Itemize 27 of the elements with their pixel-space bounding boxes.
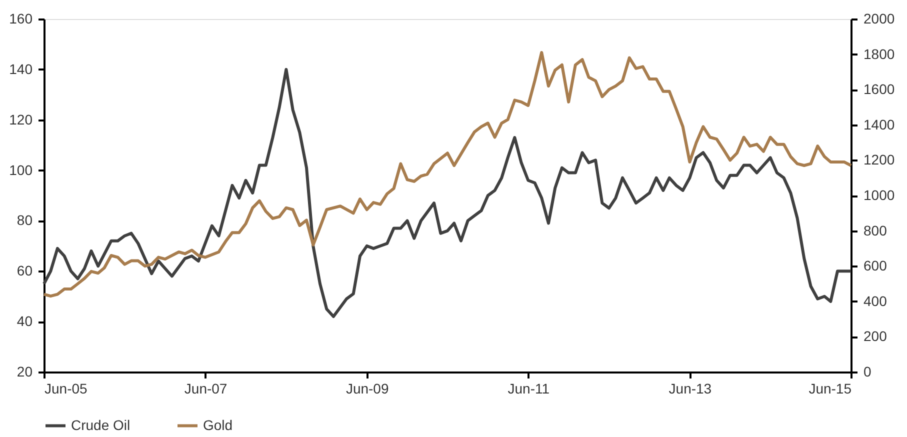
- y2-tick-label: 1000: [864, 187, 895, 203]
- y-tick-label: 100: [9, 162, 33, 178]
- y-tick-label: 60: [16, 262, 33, 279]
- x-tick-label: Jun-11: [508, 380, 550, 396]
- y2-tick-label: 1600: [864, 81, 895, 98]
- y2-tick-label: 200: [864, 328, 888, 344]
- y-tick-label: 40: [16, 313, 33, 330]
- x-tick-label: Jun-09: [346, 380, 389, 396]
- x-tick-label: Jun-05: [44, 380, 88, 396]
- x-tick-label: Jun-07: [184, 380, 228, 396]
- y2-tick-label: 400: [864, 292, 888, 309]
- y-tick-label: 120: [9, 111, 33, 128]
- y-tick-label: 160: [9, 10, 33, 26]
- y2-tick-label: 2000: [864, 10, 895, 26]
- y2-tick-label: 1400: [864, 116, 895, 132]
- y-tick-label: 80: [16, 212, 33, 228]
- legend-label: Gold: [203, 416, 233, 433]
- y2-tick-label: 1800: [864, 46, 895, 62]
- y-tick-label: 20: [16, 364, 33, 380]
- y2-tick-label: 1200: [864, 152, 895, 168]
- y2-tick-label: 0: [864, 364, 872, 380]
- legend-label: Crude Oil: [71, 416, 130, 433]
- x-tick-label: Jun-13: [668, 380, 712, 396]
- y2-tick-label: 600: [864, 258, 888, 274]
- x-tick-label: Jun-15: [808, 380, 852, 396]
- y-tick-label: 140: [9, 60, 33, 77]
- y2-tick-label: 800: [864, 222, 888, 238]
